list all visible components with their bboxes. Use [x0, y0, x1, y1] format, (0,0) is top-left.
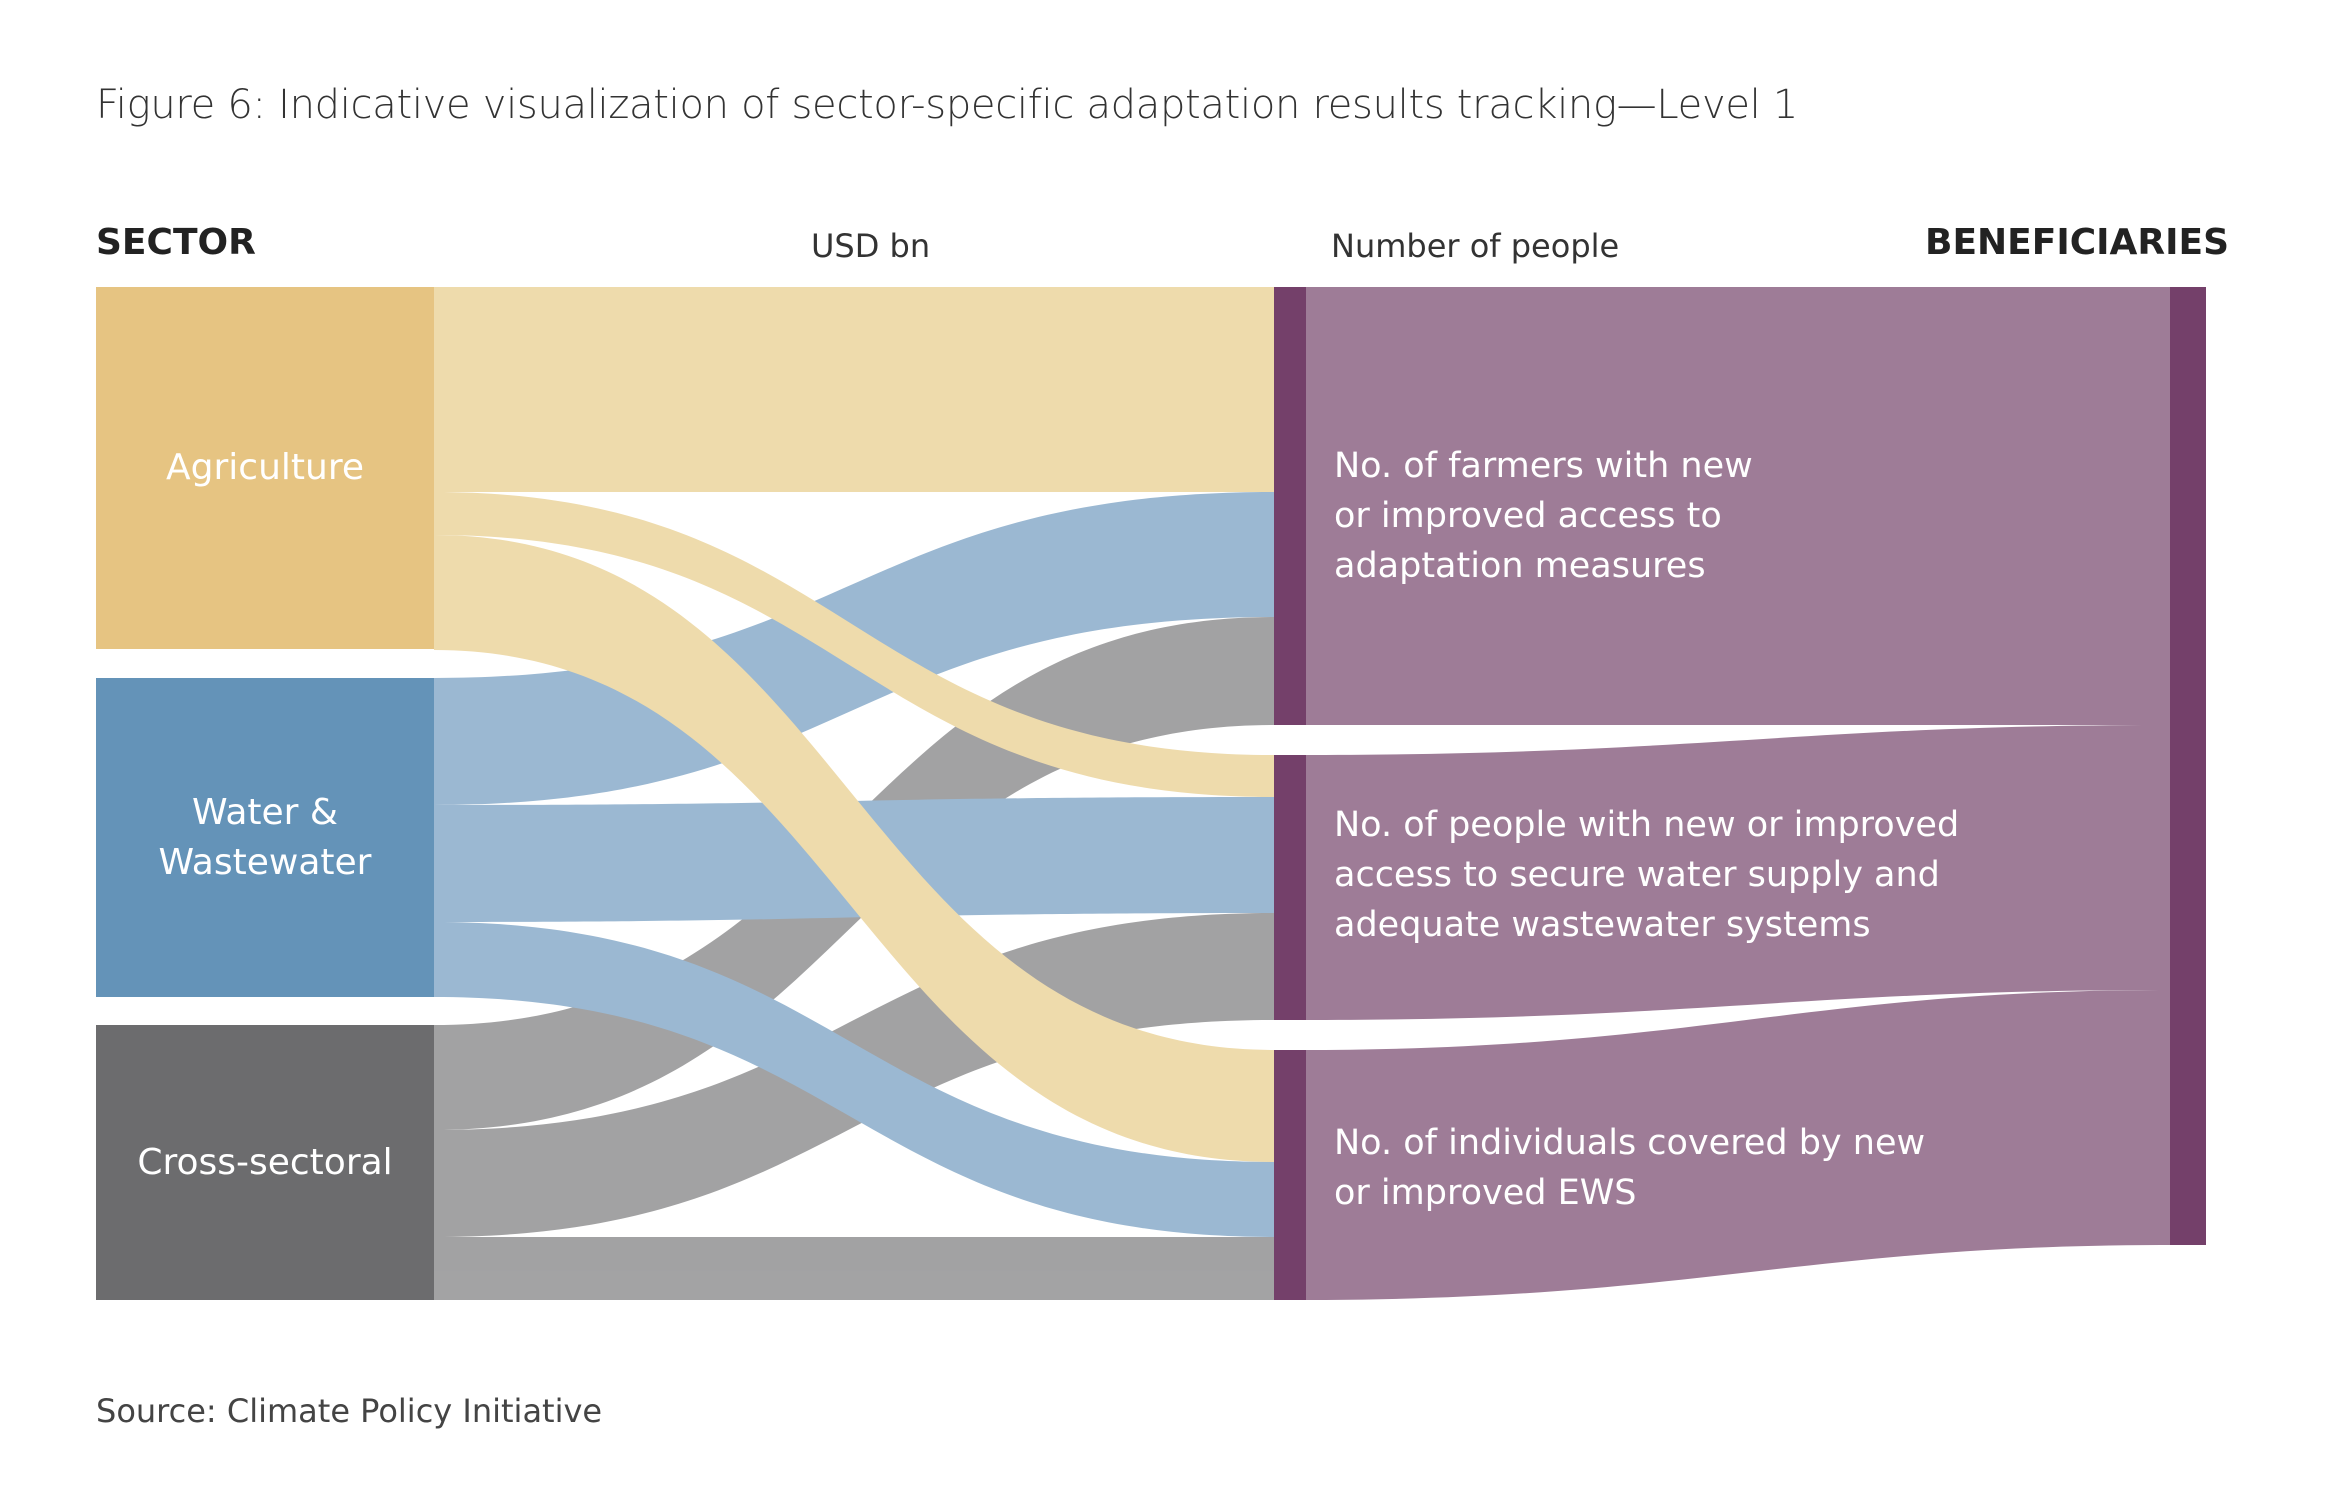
bar-water [1274, 755, 1306, 1020]
bar-farmers [1274, 287, 1306, 725]
usd-column-header: USD bn [811, 227, 931, 265]
bar-ews [1274, 1050, 1306, 1300]
sector-label-cross-sectoral: Cross-sectoral [137, 1141, 393, 1183]
outcome-label-ews: No. of individuals covered by new or imp… [1334, 1123, 1926, 1213]
source-note: Source: Climate Policy Initiative [96, 1392, 603, 1430]
flow-agriculture-to-water [434, 492, 1274, 797]
beneficiary-ribbons [1300, 287, 2170, 1300]
beneficiaries-column-header: BENEFICIARIES [1925, 222, 2230, 263]
ribbon-water-to-beneficiaries [1300, 725, 2170, 1020]
bar-beneficiaries [2170, 287, 2206, 1245]
sector-label-water: Water & Wastewater [158, 791, 372, 883]
outcome-bars [1274, 287, 2206, 1300]
flow-water-to-ews [434, 922, 1274, 1237]
ribbon-ews-to-beneficiaries [1300, 990, 2170, 1300]
sector-flows [434, 287, 1274, 1300]
outcome-label-water: No. of people with new or improved acces… [1334, 805, 1960, 945]
node-agriculture [96, 287, 434, 649]
sector-label-agriculture: Agriculture [166, 447, 364, 488]
sector-column-header: SECTOR [96, 222, 256, 263]
figure-title: Figure 6: Indicative visualization of se… [96, 82, 1799, 128]
node-water [96, 678, 434, 997]
flow-agriculture-to-farmers [434, 287, 1274, 492]
flow-agriculture-to-ews-band [434, 535, 1274, 1162]
people-column-header: Number of people [1331, 227, 1620, 265]
sector-nodes [96, 287, 434, 1300]
outcome-label-farmers: No. of farmers with new or improved acce… [1334, 446, 1753, 586]
node-cross-sectoral [96, 1025, 434, 1300]
flow-cross-to-ews [434, 1237, 1274, 1300]
ribbon-farmers-to-beneficiaries [1300, 287, 2170, 725]
